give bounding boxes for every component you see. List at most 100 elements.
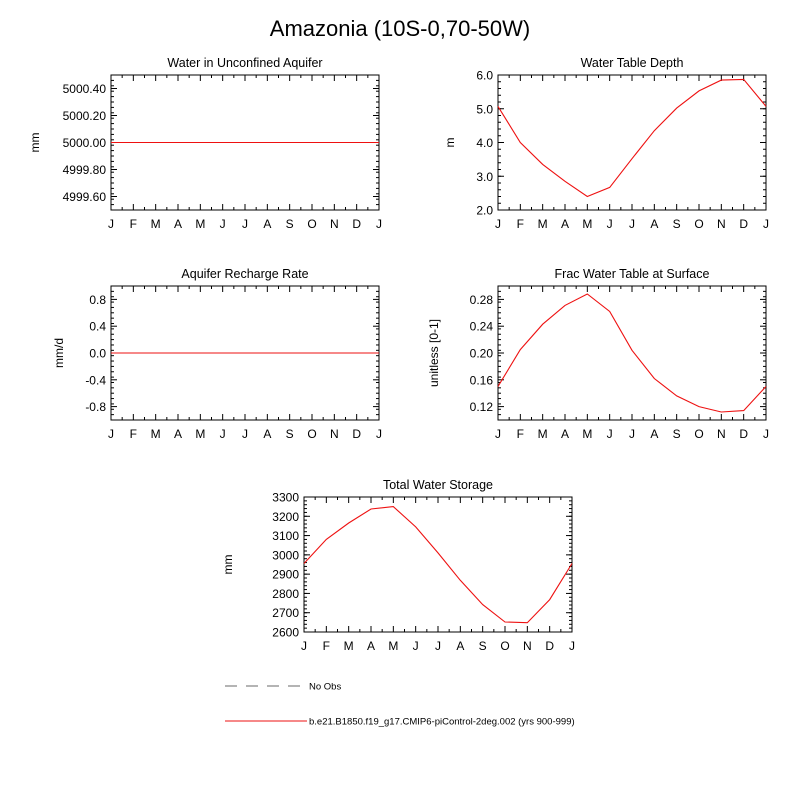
x-tick-label: J — [413, 639, 419, 653]
legend-obs-label: No Obs — [309, 682, 341, 693]
chart-title: Frac Water Table at Surface — [555, 267, 710, 281]
x-tick-label: D — [352, 427, 361, 441]
plot-frame — [497, 74, 767, 211]
x-tick-label: O — [307, 427, 316, 441]
x-tick-label: J — [108, 427, 114, 441]
x-tick-label: O — [694, 217, 703, 231]
x-tick-label: N — [717, 217, 726, 231]
legend: No Obs b.e21.B1850.f19_g17.CMIP6-piContr… — [225, 682, 575, 728]
y-axis-label: mm — [28, 133, 42, 153]
y-axis-label: m — [443, 138, 457, 148]
x-tick-label: J — [220, 427, 226, 441]
x-tick-label: J — [220, 217, 226, 231]
x-tick-label: A — [561, 217, 569, 231]
x-tick-label: F — [323, 639, 330, 653]
y-tick-label: -0.8 — [85, 400, 106, 414]
y-tick-label: 0.20 — [470, 347, 494, 361]
x-tick-label: A — [456, 639, 464, 653]
x-tick-label: M — [344, 639, 354, 653]
y-tick-label: 2700 — [272, 606, 299, 620]
x-tick-label: M — [582, 427, 592, 441]
chart-panel-4: Frac Water Table at Surface unitless [0-1… — [427, 267, 769, 441]
x-tick-label: J — [376, 427, 382, 441]
x-tick-label: F — [517, 427, 524, 441]
x-tick-label: J — [607, 427, 613, 441]
y-tick-label: 0.28 — [470, 293, 494, 307]
x-tick-label: N — [330, 217, 339, 231]
x-tick-label: J — [763, 427, 769, 441]
x-tick-label: A — [263, 217, 271, 231]
y-tick-label: 4999.60 — [63, 190, 107, 204]
y-tick-label: 4999.80 — [63, 163, 107, 177]
x-tick-label: N — [523, 639, 532, 653]
x-tick-label: O — [500, 639, 509, 653]
chart-title: Aquifer Recharge Rate — [181, 267, 308, 281]
x-tick-label: O — [694, 427, 703, 441]
x-tick-label: M — [388, 639, 398, 653]
y-tick-label: 5000.40 — [63, 82, 107, 96]
x-tick-label: J — [301, 639, 307, 653]
x-tick-label: S — [286, 427, 294, 441]
x-tick-label: M — [151, 217, 161, 231]
y-tick-label: 0.0 — [89, 347, 106, 361]
x-tick-label: J — [495, 217, 501, 231]
y-tick-label: 5000.20 — [63, 109, 107, 123]
chart-title: Water Table Depth — [581, 56, 684, 70]
y-tick-label: 2900 — [272, 568, 299, 582]
y-tick-label: 3300 — [272, 491, 299, 505]
x-tick-label: J — [376, 217, 382, 231]
x-tick-label: D — [739, 217, 748, 231]
y-tick-label: -0.4 — [85, 373, 106, 387]
y-tick-label: 3000 — [272, 548, 299, 562]
x-tick-label: S — [673, 217, 681, 231]
plot-frame — [303, 496, 573, 633]
x-tick-label: A — [650, 217, 658, 231]
y-tick-label: 6.0 — [476, 69, 493, 83]
x-tick-label: M — [195, 217, 205, 231]
page-title: Amazonia (10S-0,70-50W) — [269, 16, 531, 41]
x-tick-label: J — [242, 217, 248, 231]
x-tick-label: A — [174, 427, 182, 441]
y-tick-label: 0.24 — [470, 320, 494, 334]
x-tick-label: M — [582, 217, 592, 231]
x-tick-label: J — [763, 217, 769, 231]
x-tick-label: J — [435, 639, 441, 653]
x-tick-label: S — [286, 217, 294, 231]
series-line — [497, 293, 767, 413]
x-tick-label: A — [650, 427, 658, 441]
x-tick-label: J — [607, 217, 613, 231]
x-tick-label: M — [195, 427, 205, 441]
series-line — [497, 78, 767, 198]
y-tick-label: 0.4 — [89, 320, 106, 334]
chart-title: Water in Unconfined Aquifer — [167, 56, 322, 70]
y-tick-label: 0.8 — [89, 293, 106, 307]
x-tick-label: M — [538, 427, 548, 441]
x-tick-label: N — [330, 427, 339, 441]
x-tick-label: N — [717, 427, 726, 441]
y-axis-label: mm — [221, 555, 235, 575]
x-tick-label: J — [495, 427, 501, 441]
x-tick-label: S — [673, 427, 681, 441]
x-tick-label: A — [561, 427, 569, 441]
x-tick-label: D — [352, 217, 361, 231]
y-tick-label: 0.16 — [470, 373, 494, 387]
y-tick-label: 2.0 — [476, 204, 493, 218]
x-tick-label: D — [545, 639, 554, 653]
y-axis-label: mm/d — [52, 338, 66, 368]
y-tick-label: 2600 — [272, 626, 299, 640]
x-tick-label: M — [151, 427, 161, 441]
y-tick-label: 3100 — [272, 529, 299, 543]
x-tick-label: F — [130, 217, 137, 231]
x-tick-label: F — [517, 217, 524, 231]
x-tick-label: J — [569, 639, 575, 653]
x-tick-label: J — [629, 427, 635, 441]
y-tick-label: 2800 — [272, 587, 299, 601]
y-tick-label: 4.0 — [476, 136, 493, 150]
series-line — [303, 506, 573, 624]
y-tick-label: 3.0 — [476, 170, 493, 184]
legend-model-label: b.e21.B1850.f19_g17.CMIP6-piControl-2deg… — [309, 717, 575, 728]
